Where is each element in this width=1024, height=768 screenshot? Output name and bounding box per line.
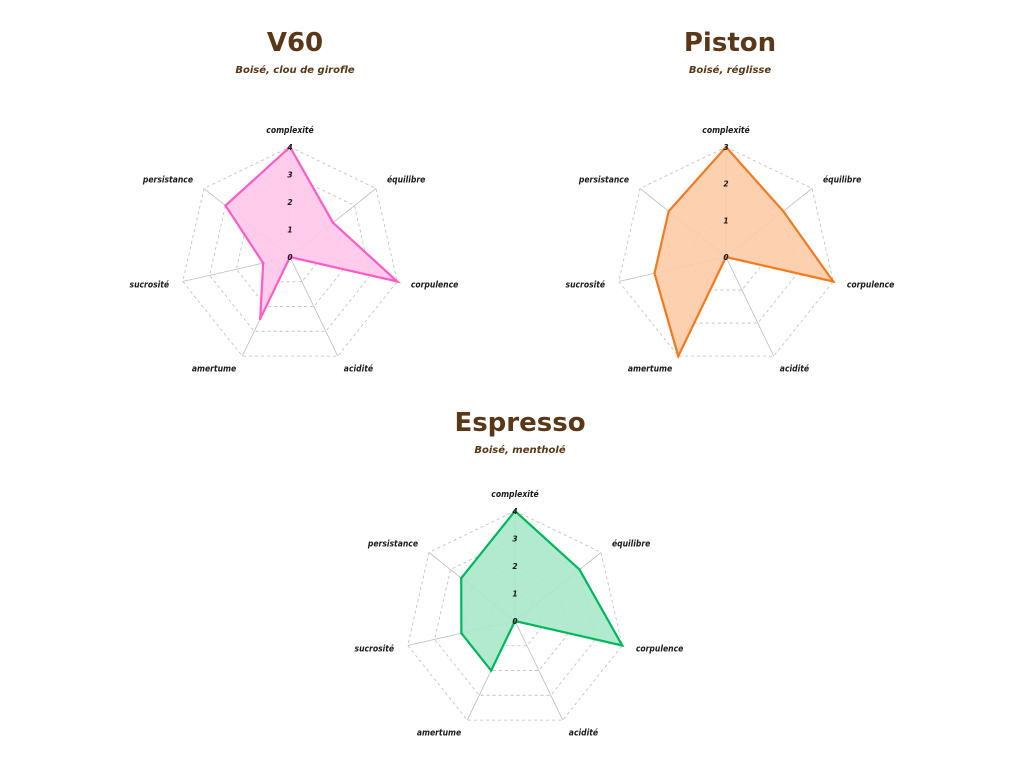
tick-label: 2 [287, 198, 292, 207]
data-point-complexite [513, 509, 517, 513]
axis-label-sucrosite: sucrosité [566, 280, 606, 291]
axis-label-persistance: persistance [578, 176, 629, 186]
axis-label-acidite: acidité [780, 364, 809, 375]
data-point-equilibre [578, 568, 581, 571]
chart-title: V60 [266, 28, 324, 58]
tick-label: 0 [512, 617, 517, 626]
axis-label-amertume: amertume [417, 729, 461, 739]
data-point-amertume [258, 317, 262, 321]
data-point-persistance [460, 576, 463, 580]
axis-label-equilibre: équilibre [387, 175, 425, 186]
chart-title: Espresso [454, 408, 586, 438]
data-point-acidite [513, 619, 517, 623]
data-point-corpulence [621, 644, 624, 647]
chart-subtitle: Boisé, clou de girofle [235, 65, 355, 76]
tick-label: 4 [287, 143, 292, 152]
tick-label: 1 [723, 216, 728, 225]
data-point-complexite [724, 145, 728, 149]
tick-label: 4 [512, 507, 517, 516]
tick-label: 1 [512, 590, 517, 599]
axis-label-complexite: complexité [491, 489, 538, 500]
chart-subtitle: Boisé, mentholé [474, 445, 566, 456]
tick-label: 3 [512, 535, 517, 544]
axis-label-equilibre: équilibre [612, 539, 650, 550]
axis-spoke [289, 256, 339, 357]
data-point-amertume [677, 354, 680, 358]
axis-label-sucrosite: sucrosité [130, 280, 170, 291]
data-point-corpulence [396, 280, 399, 283]
axis-spoke [725, 256, 775, 357]
tick-label: 3 [723, 143, 728, 152]
axis-label-amertume: amertume [192, 365, 236, 375]
axis-label-equilibre: équilibre [823, 175, 861, 186]
axis-label-corpulence: corpulence [411, 281, 458, 291]
data-point-acidite [724, 255, 728, 259]
data-point-equilibre [782, 210, 785, 213]
axis-label-persistance: persistance [142, 176, 193, 186]
data-point-complexite [288, 145, 292, 149]
data-point-sucrosite [653, 272, 656, 275]
data-point-persistance [224, 204, 227, 207]
axis-label-persistance: persistance [367, 540, 418, 550]
axis-label-corpulence: corpulence [847, 281, 894, 291]
axis-label-amertume: amertume [628, 365, 672, 375]
radar-chart: 0 1 2 3 4 complexité équilibre corpulence acidit… [355, 489, 684, 739]
radar-panel-v60: V60 Boisé, clou de girofle 0 1 2 3 4 complexi… [95, 20, 495, 390]
data-point-persistance [667, 210, 670, 213]
data-point-corpulence [832, 280, 835, 283]
chart-subtitle: Boisé, réglisse [688, 65, 772, 76]
data-point-acidite [288, 255, 292, 259]
tick-label: 3 [287, 171, 292, 180]
data-area [653, 145, 836, 360]
axis-label-complexite: complexité [266, 125, 313, 136]
axis-label-corpulence: corpulence [636, 645, 683, 655]
axis-label-complexite: complexité [702, 125, 749, 136]
data-point-amertume [489, 669, 493, 672]
chart-title: Piston [683, 28, 777, 58]
radar-chart: 0 1 2 3 complexité équilibre corpulence acidité… [566, 125, 895, 375]
data-point-equilibre [331, 221, 335, 224]
data-area [460, 509, 625, 673]
axis-label-acidite: acidité [344, 364, 373, 375]
axis-label-sucrosite: sucrosité [355, 644, 395, 655]
radar-panel-piston: Piston Boisé, réglisse 0 1 2 3 complexité équ… [530, 20, 930, 390]
data-point-sucrosite [261, 261, 265, 265]
tick-label: 2 [723, 180, 728, 189]
tick-label: 1 [287, 226, 292, 235]
data-area [224, 145, 402, 320]
axis-spoke [514, 620, 564, 721]
tick-label: 2 [512, 562, 517, 571]
tick-label: 0 [287, 253, 292, 262]
tick-label: 0 [723, 253, 728, 262]
radar-chart: 0 1 2 3 4 complexité équilibre corpulence acidit… [130, 125, 459, 375]
data-point-sucrosite [460, 632, 463, 635]
axis-label-acidite: acidité [569, 728, 598, 739]
radar-panel-espresso: Espresso Boisé, mentholé 0 1 2 3 4 complexité… [320, 400, 720, 765]
